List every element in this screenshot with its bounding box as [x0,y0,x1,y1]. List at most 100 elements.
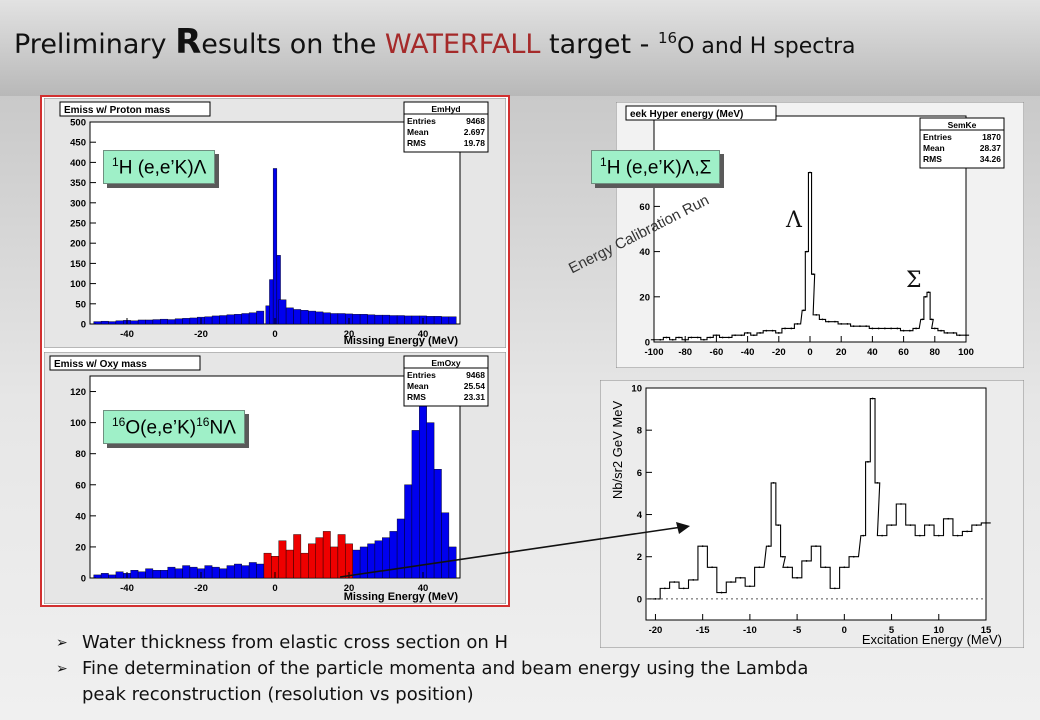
histogram-line [650,397,991,600]
data-point [956,534,959,537]
data-point [940,329,942,332]
histogram-bar [152,319,161,325]
x-tick-label: -20 [194,329,208,340]
x-tick-label: 0 [807,347,812,358]
y-tick-label: 60 [639,202,650,213]
data-point [682,587,685,590]
histogram-bar [100,573,109,579]
y-tick-label: 450 [70,138,86,149]
y-tick-label: 120 [70,387,86,398]
bullet-list: ➢ Water thickness from elastic cross sect… [56,630,816,708]
x-tick-label: -5 [793,625,802,636]
data-point [782,555,784,558]
histogram-bar [189,566,198,579]
histogram-bar [108,321,117,325]
data-point [740,334,743,337]
data-point [746,332,749,334]
histogram-bar [115,571,124,579]
stats-key: RMS [407,138,426,148]
data-point [937,534,940,537]
histogram-bar [448,316,457,325]
histogram-bar [160,570,168,579]
data-point [812,273,815,276]
histogram-bar [226,314,235,325]
histogram-bar [293,534,302,579]
data-point [824,566,827,569]
histogram-bar [404,315,413,325]
histogram-bar [265,305,270,325]
histogram-bar [448,546,457,579]
stats-name: EmOxy [431,358,461,368]
oxy-mass-histogram: -40 -20 0 20 40 0 20 40 60 80 100 120 Missing Energy… [44,352,506,604]
y-tick-label: 0 [81,574,86,585]
stats-value: 34.26 [980,154,1002,164]
x-tick-label: 0 [272,583,277,594]
histogram-bar [211,566,220,579]
x-tick-label: 5 [889,625,895,636]
histogram-bar [411,315,420,325]
y-tick-label: 40 [75,511,86,522]
stats-name: EmHyd [431,104,460,114]
data-point [678,336,680,339]
y-tick-label: 200 [70,239,86,250]
y-tick-label: 350 [70,178,86,189]
x-tick-label: 15 [981,625,992,636]
data-point [921,318,924,321]
stats-box [919,117,1005,169]
badge-h-lambda: 1H (e,e’K)Λ [103,150,216,185]
y-tick-label: 50 [75,299,86,310]
histogram-bar [315,537,324,579]
data-point [767,545,770,548]
stats-box [403,101,489,153]
data-point [927,291,930,294]
x-tick-label: -20 [194,583,208,594]
data-point [696,336,699,339]
histogram-bar [130,570,139,579]
data-point [802,309,805,312]
x-tick-label: 20 [836,347,847,358]
x-tick-label: 20 [344,583,355,594]
histogram-bar [211,315,220,325]
y-axis-label: Nb/sr2 GeV MeV [610,401,625,500]
data-point [772,482,775,484]
histogram-bar [115,320,124,325]
data-point [871,397,874,400]
y-tick-label: 60 [75,480,86,491]
histogram-bar [367,314,376,325]
data-point [765,329,768,332]
x-tick-label: -20 [772,347,786,358]
data-point [852,325,855,328]
histogram-title-box [625,105,777,121]
histogram-bar [174,318,183,325]
data-point [930,318,933,321]
histogram-bar [204,565,213,579]
x-tick-label: 40 [867,347,878,358]
x-tick-label: -60 [710,347,724,358]
data-point [966,530,969,533]
histogram-bar [182,318,191,325]
stats-key: Entries [407,116,436,126]
histogram-bar [130,320,139,325]
histogram-bar [426,316,435,325]
y-tick-label: 40 [639,247,650,258]
data-point [928,524,931,526]
histogram-title-box [59,101,211,117]
stats-key: RMS [923,154,942,164]
data-point [918,534,921,537]
x-tick-label: 20 [344,329,355,340]
data-point [709,336,712,339]
histogram-bar [182,565,191,579]
histogram-bar [248,562,257,579]
data-point [784,327,786,330]
data-point [715,334,718,337]
histogram-bar [234,563,242,579]
x-tick-label: 0 [842,625,847,636]
data-point [721,336,724,339]
data-point [703,338,705,341]
stats-value: 28.37 [980,143,1002,153]
x-tick-label: -80 [678,347,692,358]
connector-arrow [340,522,690,578]
histogram-bar [278,540,287,579]
proton-mass-histogram: -40 -20 0 20 4005010015020025030035040045050… [44,98,506,348]
stats-key: Entries [407,370,436,380]
